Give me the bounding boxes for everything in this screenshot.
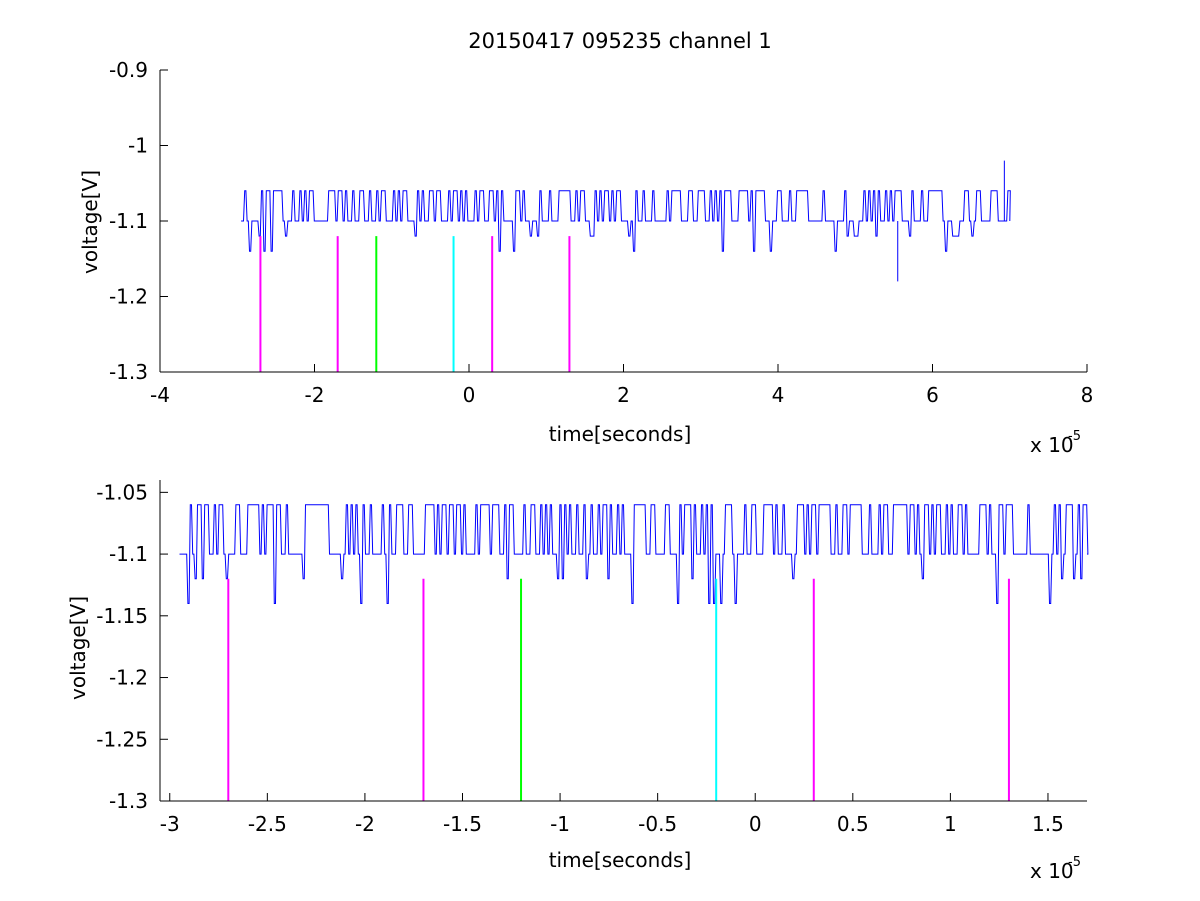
top-signal <box>241 160 1011 282</box>
bottom-x-axis-label: time[seconds] <box>549 848 692 872</box>
top-x-exponent-power: -5 <box>1068 429 1081 444</box>
top-y-tick-label: -0.9 <box>109 58 148 82</box>
bottom-y-tick-label: -1.25 <box>96 727 148 751</box>
bottom-x-exponent-base: x 10 <box>1030 859 1074 883</box>
top-x-tick-label: -2 <box>305 383 325 407</box>
bottom-x-tick-label: 1 <box>944 812 957 836</box>
top-y-tick-label: -1.2 <box>109 285 148 309</box>
top-signal-trace <box>241 190 1011 252</box>
bottom-markers <box>227 578 1010 801</box>
bottom-signal-trace <box>179 504 1089 604</box>
bottom-y-tick-label: -1.05 <box>96 480 148 504</box>
top-y-tick-label: -1.3 <box>109 360 148 384</box>
top-x-exponent-base: x 10 <box>1030 433 1074 457</box>
bottom-x-tick-label: -1.5 <box>443 812 482 836</box>
bottom-signal <box>179 504 1089 604</box>
bottom-y-tick-label: -1.3 <box>109 789 148 813</box>
bottom-x-tick-label: -2.5 <box>248 812 287 836</box>
bottom-plot: -3 -2.5 -2 -1.5 -1 -0.5 0 0.5 1 1.5 -1.3 -1.25 -1.2 -… <box>66 480 1089 883</box>
bottom-x-tick-label: -0.5 <box>638 812 677 836</box>
bottom-x-tick-label: 0 <box>749 812 762 836</box>
bottom-x-tick-label: -2 <box>355 812 375 836</box>
top-x-tick-label: -4 <box>150 383 170 407</box>
bottom-x-exponent-power: -5 <box>1068 855 1081 870</box>
bottom-y-tick-label: -1.2 <box>109 666 148 690</box>
bottom-x-tick-label: 1.5 <box>1032 812 1064 836</box>
plot-title: 20150417 095235 channel 1 <box>468 29 772 53</box>
bottom-y-tick-label: -1.1 <box>109 542 148 566</box>
top-axes: -4 -2 0 2 4 6 8 -1.3 -1.2 -1.1 -1 -0.9 <box>109 58 1093 407</box>
top-y-tick-label: -1 <box>128 134 148 158</box>
top-y-axis-label: voltage[V] <box>78 170 102 274</box>
bottom-x-tick-label: -3 <box>160 812 180 836</box>
bottom-y-tick-label: -1.15 <box>96 604 148 628</box>
top-x-tick-label: 2 <box>617 383 630 407</box>
bottom-y-axis-label: voltage[V] <box>66 596 90 700</box>
bottom-x-tick-label: 0.5 <box>837 812 869 836</box>
top-plot: 20150417 095235 channel 1 -4 -2 0 2 4 6 8-1.3-… <box>78 29 1093 457</box>
bottom-axes: -3 -2.5 -2 -1.5 -1 -0.5 0 0.5 1 1.5 -1.3 -1.25 -1.2 -… <box>96 480 1087 836</box>
bottom-x-tick-label: -1 <box>550 812 570 836</box>
top-y-tick-label: -1.1 <box>109 209 148 233</box>
top-x-axis-label: time[seconds] <box>549 422 692 446</box>
top-x-tick-label: 6 <box>926 383 939 407</box>
top-x-tick-label: 4 <box>772 383 785 407</box>
top-x-tick-label: 0 <box>463 383 476 407</box>
top-markers <box>259 236 571 372</box>
top-x-tick-label: 8 <box>1081 383 1094 407</box>
